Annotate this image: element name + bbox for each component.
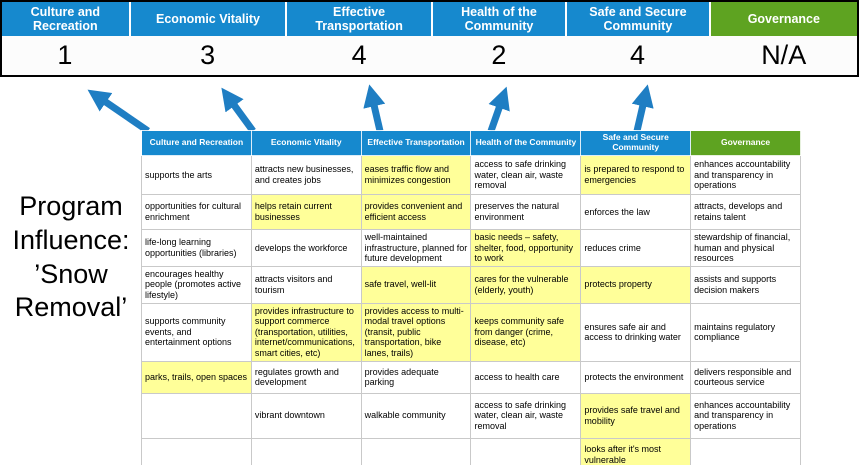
matrix-cell	[470, 437, 582, 465]
matrix-cell	[250, 437, 362, 465]
matrix-cell	[141, 437, 252, 465]
matrix-cell: keeps community safe from danger (crime,…	[470, 302, 582, 362]
matrix-header-economic-vitality: Economic Vitality	[250, 130, 362, 156]
matrix-cell: provides access to multi-modal travel op…	[360, 302, 472, 362]
matrix-cell: cares for the vulnerable (elderly, youth…	[470, 265, 582, 304]
matrix-header-row: Culture and Recreation Economic Vitality E…	[141, 130, 801, 156]
matrix-cell: reduces crime	[580, 229, 692, 267]
program-influence-label: Program Influence: ’Snow Removal’	[12, 191, 130, 323]
table-row: life-long learning opportunities (librar…	[141, 229, 801, 267]
matrix-header-governance: Governance	[690, 130, 801, 156]
up-arrow-icon	[631, 84, 654, 132]
scoreboard-header-health-of-the-community: Health of the Community	[432, 2, 566, 36]
matrix-cell: is prepared to respond to emergencies	[580, 155, 692, 195]
matrix-cell: attracts, develops and retains talent	[690, 194, 801, 230]
score-value-effective-transportation: 4	[351, 40, 367, 70]
matrix-cell: assists and supports decision makers	[690, 265, 801, 304]
matrix-cell: supports the arts	[141, 155, 252, 195]
up-arrow-icon	[363, 84, 386, 132]
scoreboard-header-safe-and-secure-community: Safe and Secure Community	[567, 2, 709, 36]
matrix-cell: well-maintained infrastructure, planned …	[360, 229, 472, 267]
score-value-safe-and-secure-community: 4	[630, 40, 646, 70]
matrix-cell	[360, 437, 472, 465]
matrix-cell: provides safe travel and mobility	[580, 392, 692, 439]
matrix-cell: provides infrastructure to support comme…	[250, 302, 362, 362]
table-row: opportunities for cultural enrichment hel…	[141, 194, 801, 230]
matrix-cell: delivers responsible and courteous servi…	[690, 360, 801, 394]
matrix-cell: enhances accountability and transparency…	[690, 392, 801, 439]
scoreboard-header-governance: Governance	[710, 2, 857, 36]
matrix-cell: access to safe drinking water, clean air…	[470, 392, 582, 439]
matrix-cell: ensures safe air and access to drinking …	[580, 302, 692, 362]
score-value-culture-and-recreation: 1	[57, 40, 73, 70]
up-arrow-icon	[487, 86, 510, 133]
scoreboard-score-row: 1 3 4 2 4 N/A	[2, 36, 857, 75]
matrix-cell: stewardship of financial, human and phys…	[690, 229, 801, 267]
scoreboard-header-culture-and-recreation: Culture and Recreation	[2, 2, 129, 36]
matrix-cell	[141, 392, 252, 439]
matrix-cell: walkable community	[360, 392, 472, 439]
matrix-header-effective-transportation: Effective Transportation	[360, 130, 472, 156]
table-row: parks, trails, open spaces regulates grow…	[141, 360, 801, 394]
matrix-cell: access to safe drinking water, clean air…	[470, 155, 582, 195]
score-value-economic-vitality: 3	[200, 40, 216, 70]
scoreboard-header-effective-transportation: Effective Transportation	[287, 2, 431, 36]
matrix-cell: access to health care	[470, 360, 582, 394]
up-arrow-icon	[87, 89, 150, 134]
matrix-cell: enforces the law	[580, 194, 692, 230]
matrix-cell: attracts visitors and tourism	[250, 265, 362, 304]
matrix-cell: life-long learning opportunities (librar…	[141, 229, 252, 267]
score-value-health-of-the-community: 2	[491, 40, 507, 70]
up-arrow-icon	[221, 87, 256, 134]
matrix-cell: develops the workforce	[250, 229, 362, 267]
matrix-cell: encourages healthy people (promotes acti…	[141, 265, 252, 304]
score-value-governance: N/A	[761, 40, 807, 70]
matrix-cell: eases traffic flow and minimizes congest…	[360, 155, 472, 195]
scoreboard-header-row: Culture and Recreation Economic Vitality E…	[2, 2, 857, 36]
influence-matrix-table: Culture and Recreation Economic Vitality E…	[141, 130, 801, 465]
matrix-header-safe-and-secure-community: Safe and Secure Community	[580, 130, 692, 156]
table-row: looks after it's most vulnerable	[141, 437, 801, 465]
scoreboard-header-economic-vitality: Economic Vitality	[130, 2, 286, 36]
table-row: supports community events, and entertain…	[141, 302, 801, 362]
matrix-cell: safe travel, well-lit	[360, 265, 472, 304]
matrix-cell: opportunities for cultural enrichment	[141, 194, 252, 230]
matrix-cell: provides convenient and efficient access	[360, 194, 472, 230]
matrix-cell: attracts new businesses, and creates job…	[250, 155, 362, 195]
matrix-cell: looks after it's most vulnerable	[580, 437, 692, 465]
table-row: supports the arts attracts new businesses…	[141, 155, 801, 195]
table-row: encourages healthy people (promotes acti…	[141, 265, 801, 304]
matrix-cell	[690, 437, 801, 465]
scoreboard-banner: Culture and Recreation Economic Vitality E…	[0, 0, 859, 77]
matrix-cell: enhances accountability and transparency…	[690, 155, 801, 195]
matrix-cell: basic needs – safety, shelter, food, opp…	[470, 229, 582, 267]
table-row: vibrant downtown walkable community access…	[141, 392, 801, 439]
matrix-cell: supports community events, and entertain…	[141, 302, 252, 362]
matrix-header-culture-and-recreation: Culture and Recreation	[141, 130, 252, 156]
matrix-cell: protects property	[580, 265, 692, 304]
matrix-cell: preserves the natural environment	[470, 194, 582, 230]
matrix-cell: regulates growth and development	[250, 360, 362, 394]
matrix-cell: helps retain current businesses	[250, 194, 362, 230]
matrix-cell: provides adequate parking	[360, 360, 472, 394]
matrix-header-health-of-the-community: Health of the Community	[470, 130, 582, 156]
matrix-cell: maintains regulatory compliance	[690, 302, 801, 362]
matrix-cell: parks, trails, open spaces	[141, 360, 252, 394]
matrix-cell: vibrant downtown	[250, 392, 362, 439]
matrix-cell: protects the environment	[580, 360, 692, 394]
